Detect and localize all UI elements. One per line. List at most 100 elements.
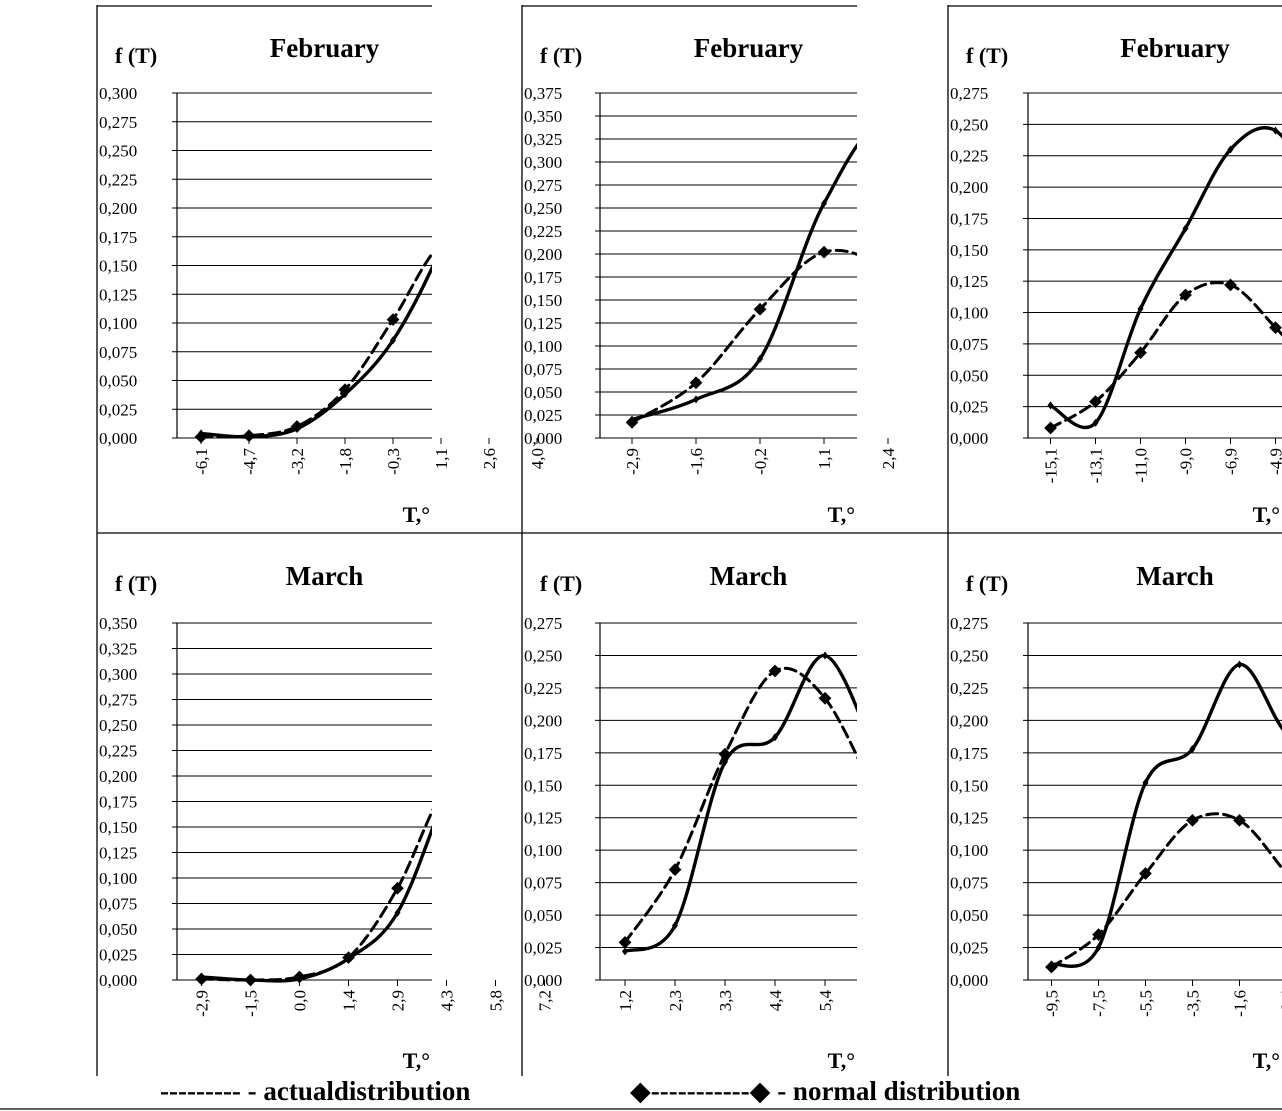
dashed-series-line (630, 248, 857, 424)
y-tick-label: 0,300 (99, 84, 137, 103)
marker-point (194, 430, 208, 444)
y-tick-label: 0,250 (950, 646, 988, 665)
y-tick-label: 0,000 (99, 971, 137, 990)
y-tick-label: 0,200 (99, 767, 137, 786)
x-tick-label: 2,4 (879, 448, 898, 470)
marker-point (668, 863, 682, 877)
y-tick-label: 0,275 (950, 84, 988, 103)
y-tick-label: 0,225 (99, 742, 137, 761)
x-axis-label: T,° (1253, 1048, 1280, 1073)
x-tick-label: 7,2 (536, 990, 555, 1011)
y-tick-label: 0,175 (99, 228, 137, 247)
x-tick-label: 5,4 (816, 990, 835, 1012)
data-point (757, 354, 763, 363)
marker-point (1233, 813, 1246, 827)
data-point (1227, 145, 1234, 154)
y-tick-label: 0,125 (99, 285, 137, 304)
data-point (1092, 418, 1099, 427)
data-point (394, 908, 401, 917)
y-tick-label: 0,025 (99, 946, 137, 965)
legend-normal-label: - normal distribution (770, 1076, 1021, 1106)
chart-title: February (1120, 33, 1230, 63)
y-tick-label: 0,075 (99, 895, 137, 914)
y-tick-label: 0,150 (524, 291, 562, 310)
marker-point (242, 429, 256, 443)
y-tick-label: 0,200 (950, 178, 988, 197)
y-tick-label: 0,125 (524, 809, 562, 828)
x-tick-label: -1,6 (687, 448, 706, 475)
dashed-series-line (1050, 812, 1282, 969)
chart-5: March f (T) T,° 0,000 0,025 0,050 0,075 0,100 0,… (524, 561, 857, 1073)
y-tick-label: 0,150 (524, 776, 562, 795)
x-tick-label: 0,0 (291, 990, 310, 1011)
y-tick-label: 0,075 (950, 335, 988, 354)
y-tick-label: 0,175 (524, 744, 562, 763)
y-tick-label: 0,300 (524, 153, 562, 172)
y-tick-label: 0,200 (524, 711, 562, 730)
marker-point (1089, 395, 1102, 408)
y-tick-label: 0,000 (950, 429, 988, 448)
x-tick-label: 2,6 (480, 448, 499, 469)
y-tick-label: 0,250 (524, 646, 562, 665)
marker-point (391, 881, 404, 895)
marker-point (718, 747, 732, 761)
y-tick-label: 0,100 (950, 841, 988, 860)
y-axis-label: f (T) (966, 571, 1008, 596)
x-axis-label: T,° (1253, 502, 1280, 527)
x-tick-label: -1,8 (336, 448, 355, 475)
data-point (390, 336, 396, 345)
y-tick-label: 0,200 (950, 711, 988, 730)
x-axis-label: T,° (828, 1048, 855, 1073)
x-tick-label: 4,4 (766, 990, 785, 1012)
solid-series-line (1048, 126, 1282, 430)
y-tick-label: 0,275 (524, 614, 562, 633)
chart-title: February (270, 33, 380, 63)
x-tick-label: 1,4 (340, 990, 359, 1012)
y-tick-label: 0,000 (950, 971, 988, 990)
y-tick-label: 0,025 (99, 400, 137, 419)
x-tick-label: -6,9 (1222, 448, 1241, 475)
x-tick-label: -4,9 (1267, 448, 1282, 475)
y-tick-label: 0,250 (99, 716, 137, 735)
y-tick-label: 0,350 (99, 614, 137, 633)
data-point (1189, 744, 1196, 753)
legend-actual: --------- - actualdistribution (160, 1076, 470, 1107)
chart-title: March (286, 561, 363, 591)
marker-point (244, 973, 257, 987)
data-point (1272, 126, 1279, 135)
y-tick-label: 0,200 (99, 199, 137, 218)
solid-series-line (623, 653, 857, 954)
marker-point (1179, 288, 1192, 302)
data-point (1142, 778, 1149, 787)
dashed-series-line (623, 666, 857, 944)
data-point (1095, 943, 1102, 952)
y-tick-label: 0,100 (99, 314, 137, 333)
y-tick-label: 0,125 (950, 272, 988, 291)
legend-normal-sample: ◆-----------◆ (630, 1076, 771, 1106)
x-tick-label: 2,9 (389, 990, 408, 1011)
x-tick-label: -9,0 (1177, 448, 1196, 475)
x-tick-label: 4,3 (438, 990, 457, 1011)
data-point (622, 947, 628, 956)
dashed-series-line (200, 808, 432, 982)
data-point (822, 651, 828, 660)
x-tick-label: 1,1 (815, 448, 834, 469)
y-tick-label: 0,100 (524, 337, 562, 356)
marker-point (386, 313, 400, 326)
y-tick-label: 0,075 (950, 874, 988, 893)
marker-point (1044, 421, 1057, 435)
y-tick-label: 0,225 (524, 222, 562, 241)
data-point (772, 733, 778, 742)
chart-1: February f (T) T,° 0,000 0,025 0,050 0,075 0,10… (99, 33, 547, 527)
y-axis-label: f (T) (115, 571, 157, 596)
chart-title: March (710, 561, 787, 591)
y-tick-label: 0,225 (524, 679, 562, 698)
legend-actual-label: - actualdistribution (240, 1076, 471, 1106)
x-tick-label: -6,1 (192, 448, 211, 475)
data-point (1047, 401, 1054, 410)
marker-point (290, 420, 304, 433)
y-tick-label: 0,175 (99, 793, 137, 812)
y-tick-label: 0,200 (524, 245, 562, 264)
x-tick-label: -5,5 (1137, 990, 1156, 1017)
y-tick-label: 0,000 (524, 429, 562, 448)
